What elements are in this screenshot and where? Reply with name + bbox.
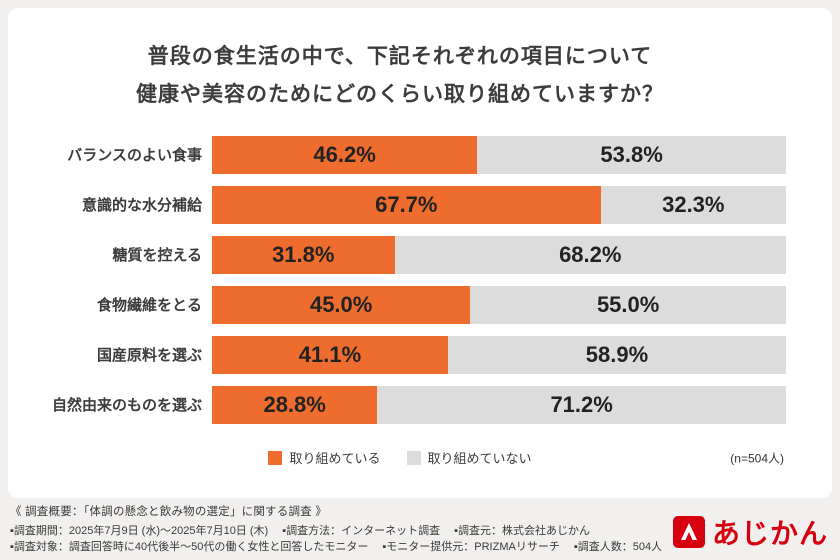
category-label: バランスのよい食事 <box>67 147 202 165</box>
ajikan-logo: あじかん <box>672 512 828 552</box>
survey-note-item: ▪調査対象：調査回答時に40代後半～50代の働く女性と回答したモニター <box>10 541 369 553</box>
percent-label: 41.1% <box>298 341 362 367</box>
percent-label: 68.2% <box>559 241 622 267</box>
bar-segment-engaged: 46.2% <box>212 135 478 174</box>
bar-segment-engaged: 67.7% <box>212 185 601 224</box>
percent-label: 45.0% <box>309 291 373 317</box>
ajikan-logo-icon <box>672 515 706 549</box>
percent-label: 55.0% <box>596 291 660 317</box>
bar-segment-engaged: 45.0% <box>212 285 471 324</box>
sample-size-label: (n=504人) <box>730 451 784 466</box>
bar-segment-not-engaged: 55.0% <box>470 285 786 324</box>
percent-label: 32.3% <box>662 191 725 217</box>
percent-label: 53.8% <box>600 141 663 167</box>
percent-label: 58.9% <box>585 341 649 367</box>
chart-row: 糖質を控える 31.8% 68.2% <box>14 235 786 274</box>
legend-label: 取り組めていない <box>427 451 532 467</box>
bar-segment-engaged: 31.8% <box>212 235 395 274</box>
bar-segment-not-engaged: 58.9% <box>447 335 786 374</box>
chart-row: 自然由来のものを選ぶ 28.8% 71.2% <box>14 385 786 424</box>
category-label: 食物繊維をとる <box>96 297 202 315</box>
bar-track: 67.7% 32.3% <box>212 185 786 224</box>
bar-segment-not-engaged: 32.3% <box>600 185 786 224</box>
survey-notes: 《 調査概要：「体調の懸念と飲み物の選定」に関する調査 》 ▪調査期間：2025… <box>10 503 670 555</box>
legend-row: 取り組めている 取り組めていない (n=504人) <box>14 446 786 470</box>
category-label: 意識的な水分補給 <box>81 197 202 215</box>
survey-overview: 《 調査概要：「体調の懸念と飲み物の選定」に関する調査 》 <box>10 506 327 518</box>
chart-row: 国産原料を選ぶ 41.1% 58.9% <box>14 335 786 374</box>
percent-label: 46.2% <box>313 141 376 167</box>
legend-item: 取り組めている <box>268 448 381 467</box>
chart-row: 食物繊維をとる 45.0% 55.0% <box>14 285 786 324</box>
chart-card: 普段の食生活の中で、下記それぞれの項目について 健康や美容のためにどのくらい取り… <box>8 8 832 498</box>
survey-note-item: ▪調査期間：2025年7月9日 (水)～2025年7月10日 (木) <box>10 525 269 537</box>
bar-segment-not-engaged: 71.2% <box>377 385 786 424</box>
chart-title: 普段の食生活の中で、下記それぞれの項目について 健康や美容のためにどのくらい取り… <box>14 38 786 114</box>
legend-item: 取り組めていない <box>406 448 532 467</box>
chart-row: 意識的な水分補給 67.7% 32.3% <box>14 185 786 224</box>
chart-title-line2: 健康や美容のためにどのくらい取り組めていますか？ <box>136 82 664 106</box>
category-label: 自然由来のものを選ぶ <box>51 397 202 415</box>
bar-track: 28.8% 71.2% <box>212 385 786 424</box>
legend-swatch <box>268 450 283 465</box>
bar-track: 45.0% 55.0% <box>212 285 786 324</box>
bar-segment-not-engaged: 53.8% <box>477 135 786 174</box>
bar-segment-engaged: 28.8% <box>212 385 378 424</box>
bar-track: 46.2% 53.8% <box>212 135 786 174</box>
chart-row: バランスのよい食事 46.2% 53.8% <box>14 135 786 174</box>
category-label: 糖質を控える <box>112 247 202 265</box>
survey-note-line: ▪調査対象：調査回答時に40代後半～50代の働く女性と回答したモニター ▪モニター… <box>10 539 670 555</box>
bar-segment-engaged: 41.1% <box>212 335 448 374</box>
category-label: 国産原料を選ぶ <box>96 347 202 365</box>
bar-track: 41.1% 58.9% <box>212 335 786 374</box>
legend-swatch <box>406 450 421 465</box>
legend: 取り組めている 取り組めていない <box>268 448 532 467</box>
bar-segment-not-engaged: 68.2% <box>394 235 786 274</box>
percent-label: 28.8% <box>263 391 326 417</box>
survey-note-item: ▪調査元：株式会社あじかん <box>454 525 591 537</box>
survey-note-line: ▪調査期間：2025年7月9日 (水)～2025年7月10日 (木) ▪調査方法：… <box>10 523 670 539</box>
survey-note-item: ▪モニター提供元：PRIZMAリサーチ <box>382 541 560 553</box>
legend-label: 取り組めている <box>289 451 381 467</box>
percent-label: 31.8% <box>272 241 335 267</box>
survey-note-item: ▪調査人数：504人 <box>573 541 663 553</box>
survey-note-item: ▪調査方法：インターネット調査 <box>282 525 441 537</box>
chart-title-line1: 普段の食生活の中で、下記それぞれの項目について <box>147 45 653 68</box>
percent-label: 71.2% <box>550 391 613 417</box>
bar-track: 31.8% 68.2% <box>212 235 786 274</box>
stacked-bar-chart: バランスのよい食事 46.2% 53.8% 意識的な水分補給 67.7% 32.3% 糖質を… <box>14 135 786 424</box>
percent-label: 67.7% <box>375 191 438 217</box>
ajikan-logo-text: あじかん <box>711 518 828 549</box>
